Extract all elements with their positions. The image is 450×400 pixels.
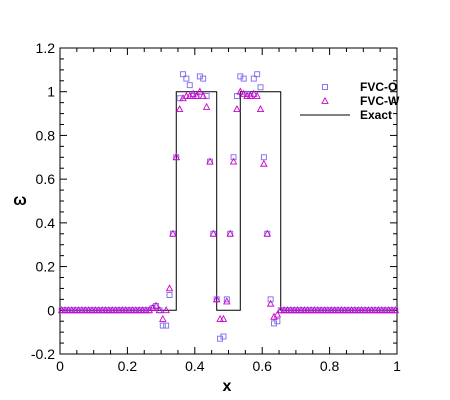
fvc-o-point <box>230 154 237 161</box>
fvc-o-point <box>233 93 240 100</box>
fvc-w-point <box>162 306 170 314</box>
fvc-w-point <box>391 306 400 314</box>
fvc-w-point <box>263 229 272 237</box>
fvc-o-point <box>186 82 193 89</box>
fvc-o-point <box>200 75 207 82</box>
x-tick-label: 0.4 <box>185 358 205 374</box>
fvc-o-point <box>254 71 261 78</box>
y-tick-label: 1.2 <box>36 40 56 56</box>
fvc-o-point <box>180 71 186 78</box>
fvc-w-point <box>219 314 228 322</box>
fvc-o-point <box>240 75 247 82</box>
legend-label: FVC-O <box>360 80 397 94</box>
fvc-w-point <box>159 314 167 322</box>
fvc-w-point <box>155 306 164 314</box>
y-tick-label: -0.2 <box>31 346 55 362</box>
legend-marker-fvc-o <box>322 84 328 90</box>
fvc-w-point <box>196 87 204 95</box>
fvc-o-point <box>220 333 227 340</box>
y-tick-label: 0.4 <box>36 215 56 231</box>
x-tick-label: 0 <box>56 358 64 374</box>
fvc-o-point <box>223 296 230 303</box>
legend-label: Exact <box>360 108 392 122</box>
fvc-w-point <box>148 303 157 311</box>
fvc-w-point <box>206 157 214 165</box>
fvc-w-point <box>212 295 221 303</box>
y-axis-ticks: -0.2 0 0.2 0.4 0.6 0.8 1 1.2 <box>31 40 397 362</box>
fvc-o-point <box>267 296 274 303</box>
fvc-o-point <box>260 154 267 161</box>
exact-solution-line <box>60 91 397 311</box>
fvc-w-point <box>199 91 207 99</box>
series-layer <box>57 71 400 342</box>
fvc-w-point <box>273 310 282 318</box>
y-tick-label: 0.8 <box>36 127 56 143</box>
fvc-o-point <box>166 292 173 298</box>
fvc-w-point <box>209 229 218 237</box>
fvc-w-point <box>169 229 177 237</box>
fvc-w-point <box>233 105 241 113</box>
y-tick-label: 0 <box>47 302 55 318</box>
fvc-w-point <box>229 157 238 165</box>
fvc-o-point <box>257 84 264 91</box>
x-axis-ticks: 0 0.2 0.4 0.6 0.8 1 <box>56 48 401 374</box>
y-axis-label: ω <box>13 192 27 209</box>
fvc-w-point <box>192 91 201 99</box>
fvc-w-point <box>202 102 211 110</box>
fvc-w-point <box>189 89 197 97</box>
fvc-w-point <box>175 105 184 113</box>
x-tick-label: 0.2 <box>118 358 138 374</box>
fvc-w-point <box>236 87 245 95</box>
fvc-w-point <box>246 91 255 99</box>
fvc-w-point <box>239 89 248 97</box>
fvc-w-point <box>253 91 261 99</box>
x-tick-label: 1 <box>393 358 401 374</box>
x-tick-label: 0.6 <box>252 358 272 374</box>
fvc-w-point <box>256 105 265 113</box>
fvc-w-point <box>266 299 275 307</box>
legend-marker-fvc-w <box>321 96 329 104</box>
y-tick-label: 1 <box>47 84 55 100</box>
fvc-o-point <box>183 75 190 82</box>
fvc-w-point <box>172 153 181 161</box>
fvc-w-point <box>185 91 194 99</box>
y-tick-label: 0.6 <box>36 171 56 187</box>
fvc-w-point <box>250 89 258 97</box>
fvc-o-point <box>163 322 170 329</box>
fvc-w-point <box>179 94 187 102</box>
legend-label: FVC-W <box>360 94 400 108</box>
x-axis-label: x <box>223 378 232 395</box>
fvc-w-point <box>260 159 268 167</box>
fvc-w-point <box>226 229 234 237</box>
fvc-w-point <box>145 306 154 314</box>
fvc-o-point <box>159 322 166 329</box>
fvc-w-point <box>223 297 231 305</box>
fvc-w-point <box>270 312 278 320</box>
fvc-o-point <box>274 318 281 325</box>
fvc-w-point <box>165 284 174 292</box>
fvc-o-point <box>250 75 257 82</box>
fvc-w-point <box>152 301 160 309</box>
x-tick-label: 0.8 <box>320 358 340 374</box>
y-tick-label: 0.2 <box>36 259 56 275</box>
